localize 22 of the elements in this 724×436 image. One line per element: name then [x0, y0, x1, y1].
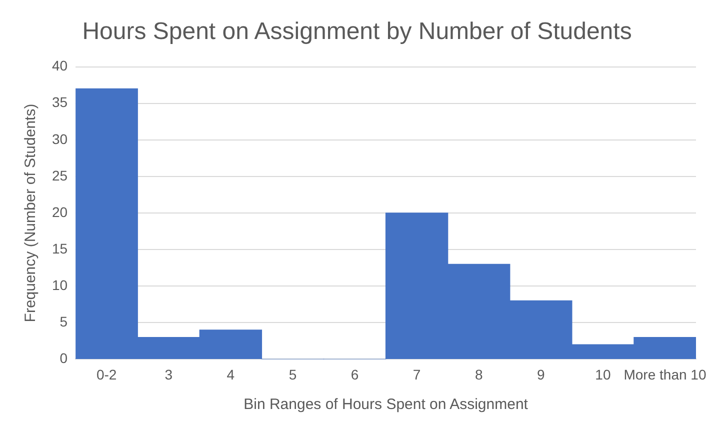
x-tick-label: 9 — [536, 366, 545, 382]
x-tick-label: 4 — [226, 366, 235, 382]
x-tick-label: 0-2 — [96, 366, 117, 382]
x-tick-label: 3 — [164, 366, 173, 382]
y-tick-label: 5 — [60, 314, 68, 330]
x-axis-title: Bin Ranges of Hours Spent on Assignment — [244, 396, 529, 414]
y-tick-label: 0 — [60, 350, 68, 366]
x-tick-label: 5 — [288, 366, 297, 382]
y-tick-label: 40 — [52, 58, 68, 74]
y-tick-label: 10 — [52, 276, 68, 293]
x-tick-label: 8 — [474, 366, 483, 382]
y-axis-title: Frequency (Number of Students) — [22, 104, 40, 322]
y-tick-label: 35 — [52, 94, 68, 110]
y-tick-label: 25 — [52, 167, 68, 184]
x-tick-label: 7 — [412, 366, 421, 382]
y-tick-label: 15 — [52, 240, 68, 256]
x-tick-label: 10 — [595, 366, 611, 382]
x-tick-label: 6 — [350, 366, 359, 382]
y-tick-label: 30 — [52, 130, 68, 147]
y-tick-label: 20 — [52, 204, 68, 220]
chart-title: Hours Spent on Assignment by Number of Students — [82, 18, 632, 46]
x-tick-label: More than 10 — [624, 366, 706, 382]
